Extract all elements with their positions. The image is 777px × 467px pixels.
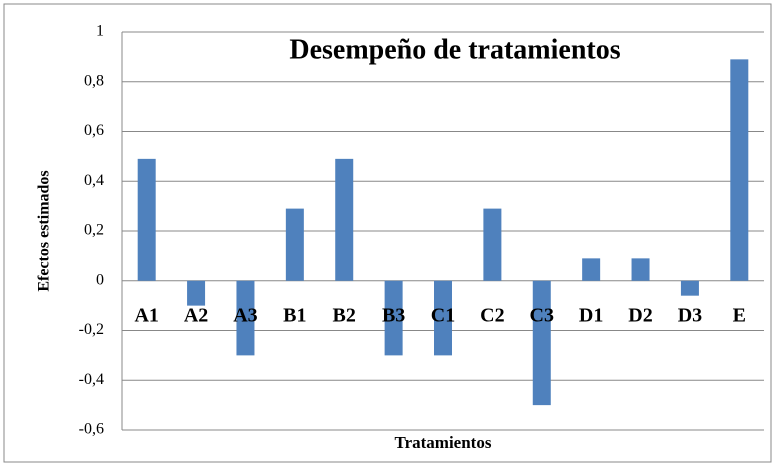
y-tick-label: -0,2	[79, 321, 104, 338]
x-tick-label: A2	[184, 304, 208, 326]
chart-title: Desempeño de tratamientos	[289, 34, 620, 65]
x-tick-label: B2	[333, 304, 356, 326]
x-tick-label: D3	[678, 304, 702, 326]
x-tick-label: E	[733, 304, 746, 326]
x-tick-label: C2	[480, 304, 504, 326]
y-axis-label: Efectos estimados	[36, 170, 53, 291]
bar	[187, 280, 206, 306]
y-tick-label: 1	[96, 23, 104, 40]
y-tick-label: 0,8	[84, 72, 104, 89]
bar	[434, 280, 452, 356]
y-tick-label: 0,4	[84, 172, 104, 189]
bar	[384, 280, 403, 356]
bar	[335, 158, 354, 281]
y-tick-label: -0,6	[79, 421, 104, 438]
x-axis-label: Tratamientos	[395, 433, 492, 452]
y-tick-label: -0,4	[79, 371, 104, 388]
bar	[236, 280, 255, 356]
x-tick-label: C1	[431, 304, 455, 326]
x-tick-label: A3	[233, 304, 257, 326]
x-tick-label: C3	[530, 304, 554, 326]
bar	[137, 158, 156, 281]
bar	[532, 280, 551, 406]
x-tick-label: D2	[628, 304, 652, 326]
y-tick-label: 0,2	[84, 222, 104, 239]
x-tick-label: D1	[579, 304, 603, 326]
bar	[631, 258, 650, 281]
x-tick-label: B1	[283, 304, 306, 326]
bar	[730, 59, 749, 281]
chart-border	[3, 3, 772, 463]
bar	[483, 208, 502, 281]
bar	[285, 208, 304, 281]
x-tick-label: A1	[134, 304, 158, 326]
x-tick-label: B3	[382, 304, 405, 326]
bar	[680, 280, 699, 296]
bar	[582, 258, 601, 281]
y-tick-label: 0	[96, 271, 104, 288]
y-tick-label: 0,6	[84, 122, 104, 139]
